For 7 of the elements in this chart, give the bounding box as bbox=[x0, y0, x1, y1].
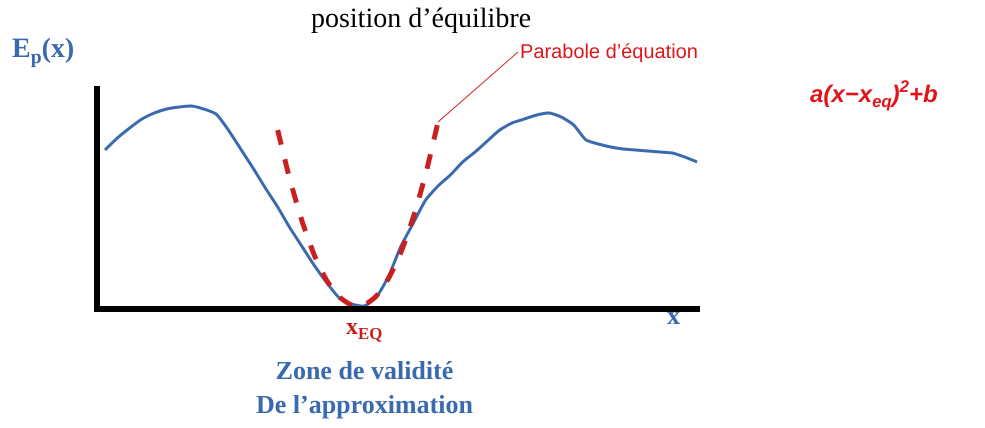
text: x$_{EQ}$ bbox=[346, 314, 382, 344]
x-axis-title: x bbox=[667, 301, 680, 330]
text: Zone de validité De l’approximation bbox=[256, 356, 474, 419]
y-axis-title: E$_{p}$(x) bbox=[12, 33, 74, 68]
chart-title: position d’équilibre bbox=[311, 3, 532, 34]
text: Parabole d’équation bbox=[520, 41, 698, 63]
text: a(x−x$_{eq}$)$^{2}$+b bbox=[810, 77, 938, 112]
